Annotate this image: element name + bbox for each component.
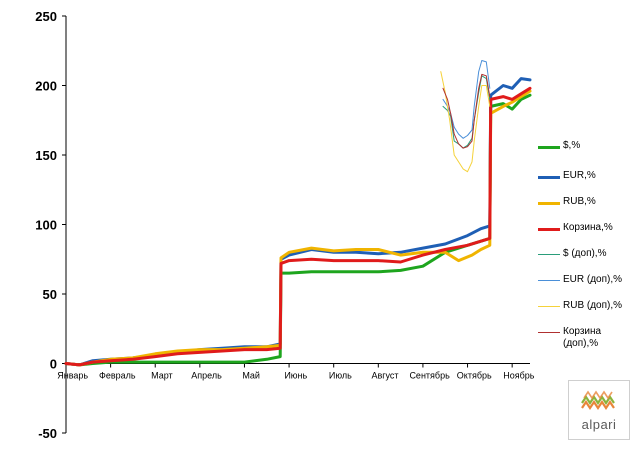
alpari-logo-icon xyxy=(581,390,615,410)
legend-label: RUB (доп),% xyxy=(563,300,623,311)
legend-label: RUB,% xyxy=(563,196,596,207)
legend-item: RUB (доп),% xyxy=(538,300,633,312)
legend-item: EUR (доп),% xyxy=(538,274,633,286)
series-line-2 xyxy=(64,77,532,367)
legend-swatch xyxy=(538,146,560,149)
legend-swatch xyxy=(538,332,560,333)
x-axis-ticks: Январь Февраль Март Апрель Май Июнь Июль Август… xyxy=(57,363,535,381)
y-tick-label: 250 xyxy=(35,9,57,24)
x-tick-label: Август xyxy=(371,371,398,381)
y-tick-label: 200 xyxy=(35,79,57,94)
y-axis-ticks: 250 200 150 100 50 0 -50 xyxy=(35,9,66,441)
legend-label: EUR (доп),% xyxy=(563,274,623,285)
x-tick-label: Февраль xyxy=(99,371,136,381)
series-line-7 xyxy=(440,71,491,173)
series-line-4 xyxy=(64,86,532,367)
x-tick-label: Июль xyxy=(329,371,352,381)
alpari-logo: alpari xyxy=(568,380,630,440)
x-tick-label: Март xyxy=(151,371,173,381)
legend-swatch xyxy=(538,254,560,255)
legend-label: Корзина,% xyxy=(563,222,613,233)
y-tick-label: -50 xyxy=(38,426,57,441)
x-tick-label: Ноябрь xyxy=(503,371,535,381)
series-line-3 xyxy=(64,89,532,367)
series-lines xyxy=(64,60,532,367)
legend-label: EUR,% xyxy=(563,170,596,181)
y-tick-label: 0 xyxy=(50,357,57,372)
y-tick-label: 150 xyxy=(35,148,57,163)
x-tick-label: Сентябрь xyxy=(409,371,450,381)
x-tick-label: Январь xyxy=(57,371,88,381)
legend-swatch xyxy=(538,176,560,179)
legend-item: Корзина (доп),% xyxy=(538,326,633,350)
x-tick-label: Октябрь xyxy=(457,371,492,381)
legend-swatch xyxy=(538,306,560,307)
legend-swatch xyxy=(538,228,560,231)
alpari-logo-text: alpari xyxy=(581,417,617,432)
series-line-8 xyxy=(442,73,491,149)
y-tick-label: 50 xyxy=(43,287,57,302)
legend-swatch xyxy=(538,280,560,281)
y-tick-label: 100 xyxy=(35,218,57,233)
legend-label: $,% xyxy=(563,140,581,151)
x-tick-label: Май xyxy=(242,371,260,381)
legend-item: $ (доп),% xyxy=(538,248,633,260)
legend-swatch xyxy=(538,202,560,205)
x-tick-label: Июнь xyxy=(284,371,307,381)
legend-item: $,% xyxy=(538,140,633,152)
legend-item: EUR,% xyxy=(538,170,633,182)
legend-item: Корзина,% xyxy=(538,222,633,234)
legend-label: $ (доп),% xyxy=(563,248,607,259)
x-tick-label: Апрель xyxy=(191,371,222,381)
legend-item: RUB,% xyxy=(538,196,633,208)
legend-label: Корзина (доп),% xyxy=(563,326,602,349)
